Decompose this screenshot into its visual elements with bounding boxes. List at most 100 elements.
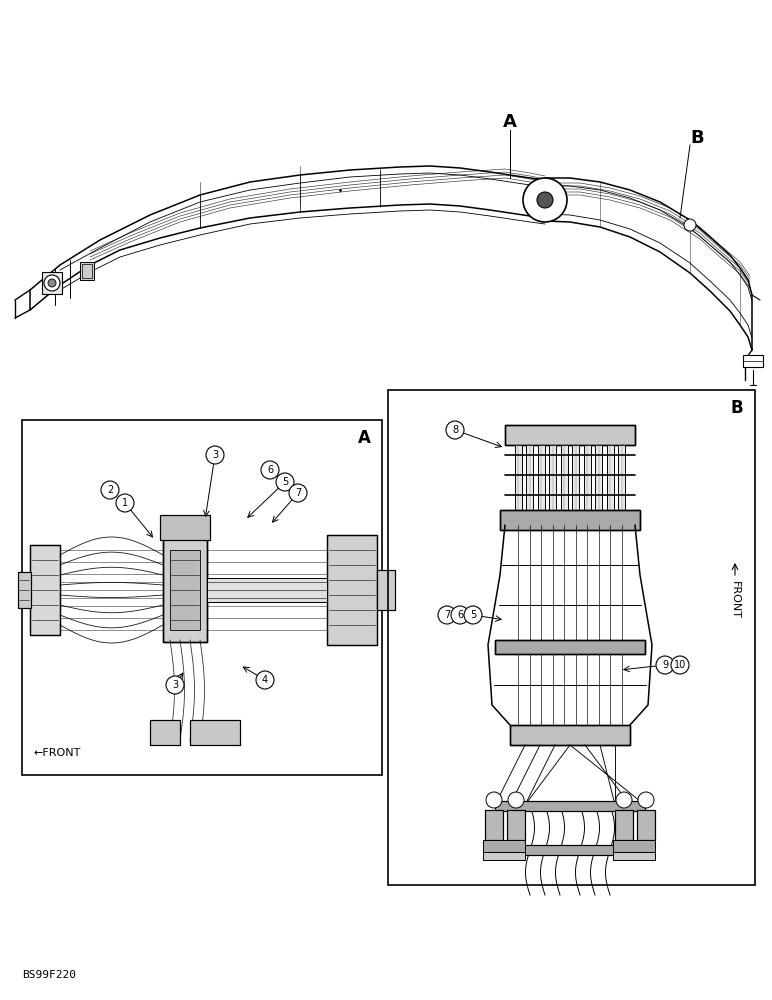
- Bar: [42, 272, 62, 294]
- Bar: [485, 810, 503, 840]
- Text: 8: 8: [452, 425, 458, 435]
- Bar: [160, 515, 210, 540]
- Bar: [30, 545, 60, 635]
- Bar: [510, 725, 630, 745]
- Circle shape: [638, 792, 654, 808]
- Circle shape: [486, 792, 502, 808]
- Bar: [495, 845, 645, 855]
- Bar: [615, 810, 633, 840]
- Text: 5: 5: [470, 610, 476, 620]
- Bar: [613, 852, 655, 860]
- Bar: [160, 515, 210, 540]
- Circle shape: [671, 656, 689, 674]
- Text: 9: 9: [662, 660, 668, 670]
- Bar: [495, 640, 645, 654]
- Bar: [505, 425, 635, 445]
- Bar: [163, 538, 207, 642]
- Text: 7: 7: [295, 488, 301, 498]
- Bar: [163, 538, 207, 642]
- Circle shape: [446, 421, 464, 439]
- Text: 5: 5: [282, 477, 288, 487]
- Bar: [190, 720, 240, 745]
- Text: 4: 4: [262, 675, 268, 685]
- Bar: [377, 570, 395, 610]
- Text: 3: 3: [212, 450, 218, 460]
- Circle shape: [206, 446, 224, 464]
- Circle shape: [166, 676, 184, 694]
- Circle shape: [256, 671, 274, 689]
- Text: B: B: [690, 129, 704, 147]
- Circle shape: [438, 606, 456, 624]
- Bar: [500, 510, 640, 530]
- Text: 6: 6: [267, 465, 273, 475]
- Bar: [615, 810, 633, 840]
- Bar: [584, 445, 591, 525]
- Bar: [207, 578, 327, 602]
- Bar: [30, 545, 60, 635]
- Text: BS99F220: BS99F220: [22, 970, 76, 980]
- Bar: [505, 425, 635, 445]
- Bar: [507, 810, 525, 840]
- Circle shape: [289, 484, 307, 502]
- Bar: [190, 720, 240, 745]
- Circle shape: [451, 606, 469, 624]
- Circle shape: [537, 192, 553, 208]
- Bar: [80, 262, 94, 280]
- Circle shape: [684, 219, 696, 231]
- Bar: [618, 445, 625, 525]
- Text: 10: 10: [674, 660, 686, 670]
- Circle shape: [464, 606, 482, 624]
- Bar: [495, 801, 645, 811]
- Bar: [572, 445, 579, 525]
- Circle shape: [261, 461, 279, 479]
- Circle shape: [44, 275, 60, 291]
- Bar: [483, 852, 525, 860]
- Bar: [485, 810, 503, 840]
- Bar: [743, 355, 763, 367]
- Bar: [537, 445, 544, 525]
- Bar: [560, 445, 567, 525]
- Bar: [637, 810, 655, 840]
- Text: ←FRONT: ←FRONT: [34, 748, 81, 758]
- Text: 7: 7: [444, 610, 450, 620]
- Bar: [613, 840, 655, 852]
- Bar: [607, 445, 614, 525]
- Bar: [377, 570, 395, 610]
- Bar: [613, 840, 655, 852]
- Circle shape: [616, 792, 632, 808]
- Bar: [495, 845, 645, 855]
- Text: 3: 3: [172, 680, 178, 690]
- Bar: [510, 725, 630, 745]
- Text: A: A: [503, 113, 517, 131]
- Bar: [82, 264, 92, 278]
- Text: 2: 2: [107, 485, 113, 495]
- Bar: [170, 550, 200, 630]
- Circle shape: [508, 792, 524, 808]
- Text: FRONT: FRONT: [730, 581, 740, 619]
- Circle shape: [656, 656, 674, 674]
- Bar: [22, 420, 382, 775]
- Bar: [327, 535, 377, 645]
- Circle shape: [48, 279, 56, 287]
- Bar: [327, 535, 377, 645]
- Bar: [483, 840, 525, 852]
- Bar: [495, 640, 645, 654]
- Bar: [18, 572, 31, 608]
- Bar: [637, 810, 655, 840]
- Text: 6: 6: [457, 610, 463, 620]
- Bar: [150, 720, 180, 745]
- Bar: [514, 445, 522, 525]
- Bar: [388, 390, 755, 885]
- Bar: [483, 840, 525, 852]
- Circle shape: [101, 481, 119, 499]
- Bar: [595, 445, 602, 525]
- Circle shape: [276, 473, 294, 491]
- Text: B: B: [730, 399, 743, 417]
- Text: 1: 1: [122, 498, 128, 508]
- Bar: [500, 510, 640, 530]
- Bar: [207, 578, 327, 602]
- Bar: [495, 801, 645, 811]
- Bar: [526, 445, 533, 525]
- Bar: [150, 720, 180, 745]
- Circle shape: [116, 494, 134, 512]
